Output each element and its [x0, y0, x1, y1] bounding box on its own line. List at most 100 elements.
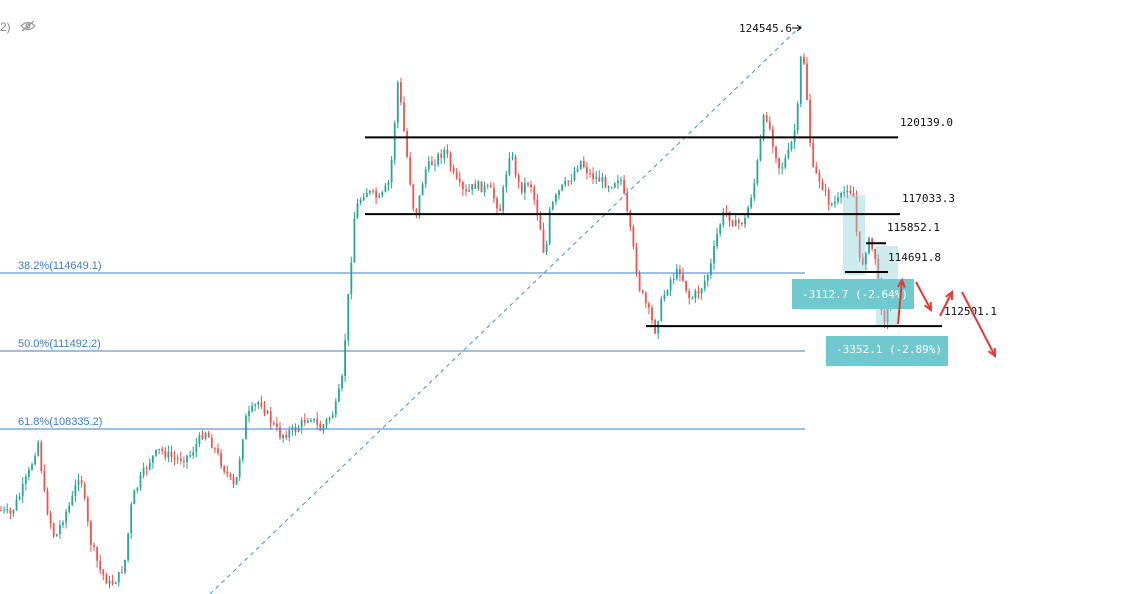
candle-body	[52, 523, 55, 537]
candle-body	[697, 291, 700, 294]
candle-body	[161, 448, 164, 451]
candle-body	[341, 375, 343, 389]
candle-body	[136, 487, 139, 491]
candle-body	[232, 476, 235, 485]
candle-body	[424, 169, 427, 185]
candle-body	[105, 574, 108, 584]
candle-body	[533, 186, 536, 200]
forecast-arrow-head	[897, 277, 906, 288]
candle-body	[462, 182, 464, 190]
candle-body	[803, 56, 805, 64]
candle-body	[434, 164, 436, 166]
candle-body	[586, 167, 588, 174]
measure-range-a	[843, 195, 865, 275]
candle-body	[514, 156, 517, 176]
candle-body	[375, 190, 377, 198]
fib-label: 38.2%(114649.1)	[18, 260, 102, 272]
candle-body	[313, 418, 315, 421]
candle-body	[762, 115, 765, 140]
hline-label: 114691.8	[888, 251, 941, 264]
candle-body	[139, 475, 142, 488]
candle-body	[307, 420, 309, 423]
candle-body	[455, 171, 458, 179]
measure-label-a: -3112.7 (-2.64%)	[802, 288, 908, 301]
candle-body	[564, 180, 567, 185]
candle-body	[142, 467, 145, 476]
candle-body	[511, 156, 514, 159]
candle-body	[843, 191, 846, 194]
candle-body	[55, 534, 58, 537]
candle-body	[282, 434, 284, 438]
candle-body	[505, 174, 508, 188]
candle-body	[775, 146, 777, 159]
candle-body	[520, 182, 523, 193]
candle-body	[644, 292, 647, 304]
candle-body	[710, 263, 712, 276]
candle-body	[130, 504, 133, 534]
candle-body	[108, 580, 111, 584]
candle-body	[9, 509, 12, 514]
candle-body	[86, 498, 89, 522]
candle-body	[635, 246, 638, 274]
candle-body	[663, 294, 666, 299]
measure-label-bg	[826, 336, 948, 366]
candle-body	[189, 455, 191, 457]
candle-body	[226, 471, 229, 474]
candle-body	[158, 448, 160, 450]
candle-body	[613, 183, 616, 188]
candle-body	[868, 237, 870, 254]
candle-body	[849, 190, 852, 194]
candle-body	[502, 187, 505, 212]
candle-body	[524, 183, 526, 193]
candle-body	[210, 437, 213, 449]
candle-body	[43, 471, 46, 491]
candle-body	[183, 460, 185, 462]
candle-body	[325, 419, 328, 426]
eye-hidden-icon[interactable]	[20, 20, 36, 32]
candle-body	[238, 459, 241, 478]
candle-body	[465, 189, 467, 192]
candle-body	[372, 190, 374, 192]
candle-body	[21, 483, 24, 497]
candle-body	[555, 194, 557, 202]
candle-body	[734, 219, 737, 227]
candle-body	[96, 547, 98, 561]
candle-body	[682, 274, 684, 281]
candle-body	[148, 462, 151, 469]
candle-body	[353, 218, 356, 263]
candle-body	[37, 442, 40, 456]
candle-body	[68, 505, 71, 512]
candle-body	[573, 171, 576, 181]
candle-body	[759, 139, 762, 161]
candle-body	[536, 199, 539, 216]
candle-body	[421, 184, 424, 196]
candle-body	[217, 448, 219, 454]
candle-body	[874, 248, 877, 259]
candle-body	[248, 410, 250, 417]
candle-body	[347, 294, 350, 341]
candle-body	[167, 451, 170, 458]
candle-body	[688, 290, 691, 299]
candle-body	[396, 82, 399, 123]
candle-body	[356, 203, 359, 219]
candle-body	[241, 439, 244, 460]
candle-body	[517, 175, 520, 183]
candle-body	[334, 401, 337, 415]
candle-body	[198, 434, 201, 444]
forecast-arrow-head	[945, 289, 954, 301]
candle-body	[121, 572, 123, 574]
candle-body	[0, 510, 2, 511]
candle-body	[310, 420, 312, 422]
candle-body	[393, 122, 396, 160]
candle-body	[204, 432, 207, 440]
candle-body	[499, 208, 501, 212]
trend-line	[209, 23, 804, 594]
candle-body	[886, 307, 889, 323]
candle-body	[827, 190, 830, 205]
candle-body	[74, 484, 77, 497]
measure-label-bg	[792, 279, 914, 309]
candle-body	[80, 480, 83, 484]
candle-body	[319, 424, 322, 431]
candle-body	[589, 173, 591, 175]
